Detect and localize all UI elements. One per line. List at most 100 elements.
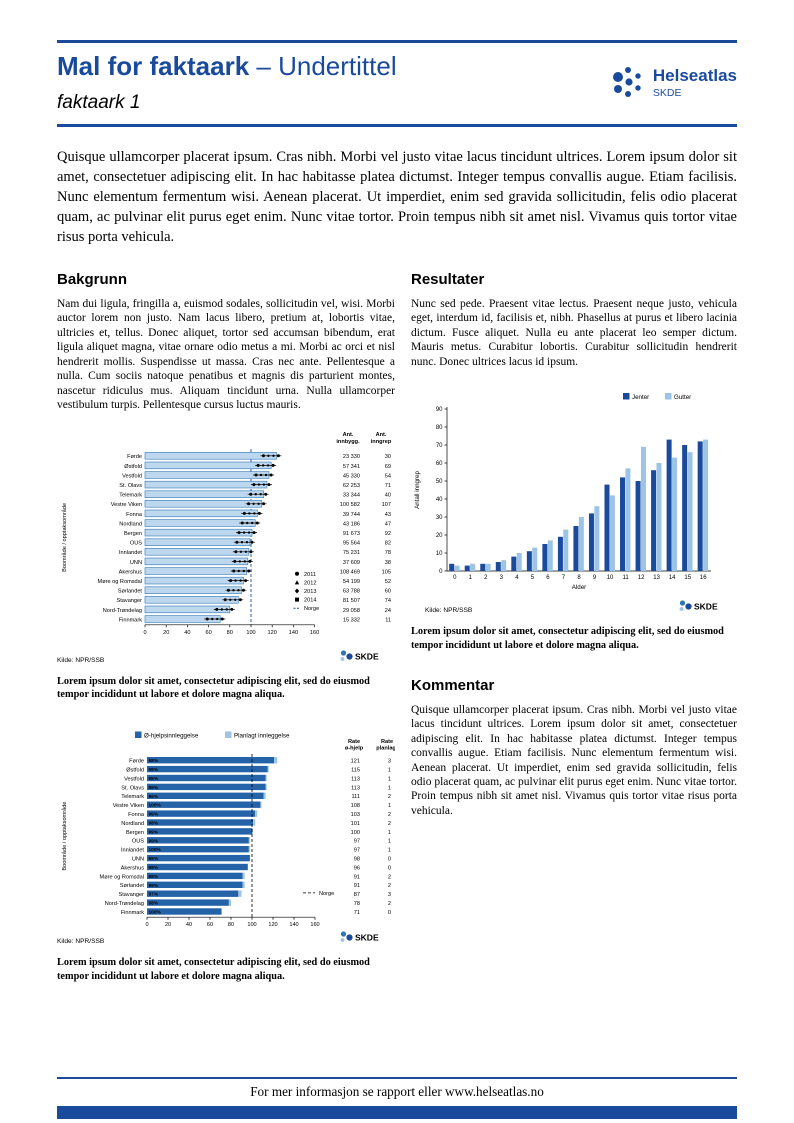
svg-text:40: 40 [436, 497, 443, 503]
section-heading-resultater: Resultater [411, 271, 485, 288]
svg-text:111: 111 [351, 794, 360, 800]
svg-text:13: 13 [653, 575, 660, 581]
svg-text:99%: 99% [149, 794, 159, 800]
svg-text:2: 2 [388, 812, 391, 818]
svg-text:40: 40 [385, 492, 391, 498]
svg-text:Vestfold: Vestfold [124, 776, 144, 782]
svg-text:Akershus: Akershus [121, 865, 145, 871]
svg-text:Planlagt innleggelse: Planlagt innleggelse [234, 733, 290, 740]
section-heading-kommentar: Kommentar [411, 676, 495, 694]
svg-text:5: 5 [531, 575, 535, 581]
svg-text:0: 0 [439, 569, 443, 575]
svg-text:70: 70 [436, 443, 443, 449]
svg-text:120: 120 [268, 630, 277, 636]
svg-text:98%: 98% [149, 758, 159, 764]
svg-text:39 744: 39 744 [343, 512, 360, 518]
svg-text:Finnmark: Finnmark [119, 617, 143, 623]
svg-text:Fonna: Fonna [128, 812, 145, 818]
logo-name: Helseatlas [652, 66, 737, 85]
page-title: Mal for faktaark – Undertittel [57, 51, 397, 82]
svg-text:99%: 99% [149, 883, 159, 889]
svg-text:90: 90 [436, 407, 443, 413]
svg-text:UNN: UNN [130, 560, 142, 566]
bakgrunn-paragraph: Nam dui ligula, fringilla a, euismod sod… [57, 298, 395, 412]
svg-text:99%: 99% [149, 776, 159, 782]
svg-text:Ant.: Ant. [376, 432, 387, 438]
svg-text:Østfold: Østfold [126, 768, 144, 774]
svg-text:Vestre Viken: Vestre Viken [111, 502, 142, 508]
svg-text:0: 0 [388, 910, 391, 916]
svg-text:Førde: Førde [127, 454, 142, 460]
svg-text:99%: 99% [149, 767, 159, 773]
svg-text:100 582: 100 582 [340, 502, 360, 508]
doc-label: faktaark 1 [57, 92, 141, 113]
svg-text:1: 1 [388, 768, 391, 774]
svg-text:97: 97 [354, 848, 360, 854]
svg-text:99%: 99% [149, 785, 159, 791]
svg-text:7: 7 [562, 575, 566, 581]
svg-text:Vestre Viken: Vestre Viken [113, 803, 144, 809]
svg-text:99%: 99% [149, 838, 159, 844]
svg-text:91: 91 [354, 883, 360, 889]
svg-text:Jenter: Jenter [632, 394, 649, 401]
header: Mal for faktaark – Undertittel faktaark … [57, 43, 737, 124]
svg-text:95 564: 95 564 [343, 540, 360, 546]
svg-text:52: 52 [385, 579, 391, 585]
svg-text:100%: 100% [149, 910, 162, 916]
svg-text:12: 12 [638, 575, 645, 581]
svg-text:97%: 97% [149, 892, 159, 898]
svg-text:81 507: 81 507 [343, 598, 360, 604]
svg-text:0: 0 [145, 922, 148, 928]
svg-text:Akershus: Akershus [119, 569, 143, 575]
svg-text:2: 2 [388, 901, 391, 907]
right-column: Resultater Nunc sed pede. Praesent vitae… [411, 271, 737, 983]
chart-admission-types: Ø-hjelpsinnleggelse Planlagt innleggelse R… [57, 728, 398, 951]
svg-text:1: 1 [388, 848, 391, 854]
svg-text:Rate: Rate [348, 739, 360, 745]
title-main: Mal for faktaark [57, 51, 250, 81]
svg-text:inngrep: inngrep [371, 439, 392, 445]
svg-text:30: 30 [436, 515, 443, 521]
title-subtitle: – Undertittel [256, 51, 397, 81]
svg-text:100: 100 [247, 922, 256, 928]
svg-text:60: 60 [436, 461, 443, 467]
svg-text:54 199: 54 199 [343, 579, 360, 585]
svg-text:SKDE: SKDE [694, 602, 718, 612]
svg-text:43: 43 [385, 512, 391, 518]
svg-text:63 788: 63 788 [343, 588, 360, 594]
svg-text:115: 115 [351, 768, 360, 774]
svg-text:98: 98 [354, 857, 360, 863]
svg-text:2011: 2011 [304, 572, 316, 578]
svg-text:2012: 2012 [304, 580, 316, 586]
svg-text:96: 96 [354, 865, 360, 871]
svg-text:91 673: 91 673 [343, 531, 360, 537]
svg-text:St. Olavs: St. Olavs [119, 483, 142, 489]
svg-text:0: 0 [388, 865, 391, 871]
footer-bar [57, 1106, 737, 1119]
svg-text:0: 0 [453, 575, 457, 581]
svg-text:SKDE: SKDE [355, 651, 379, 661]
svg-text:2: 2 [388, 821, 391, 827]
svg-text:1: 1 [388, 803, 391, 809]
title-block: Mal for faktaark – Undertittel faktaark … [57, 51, 397, 114]
svg-text:SKDE: SKDE [355, 933, 379, 943]
resultater-paragraph: Nunc sed pede. Praesent vitae lectus. Pr… [411, 298, 737, 368]
svg-text:80: 80 [436, 425, 443, 431]
svg-text:108 469: 108 469 [340, 569, 360, 575]
svg-text:Møre og Romsdal: Møre og Romsdal [100, 874, 144, 880]
svg-text:Boområde / opptaksområde: Boområde / opptaksområde [61, 802, 68, 871]
svg-text:Bergen: Bergen [126, 830, 144, 836]
svg-text:Telemark: Telemark [121, 794, 144, 800]
svg-text:0: 0 [388, 857, 391, 863]
figure-caption-3: Lorem ipsum dolor sit amet, consectetur … [411, 626, 724, 651]
svg-text:60: 60 [385, 588, 391, 594]
figure-caption-1: Lorem ipsum dolor sit amet, consectetur … [57, 675, 370, 701]
svg-text:98%: 98% [149, 821, 159, 827]
svg-text:30: 30 [385, 454, 391, 460]
svg-text:Antall inngrep: Antall inngrep [414, 471, 421, 509]
svg-text:3: 3 [388, 759, 391, 765]
svg-text:Innlandet: Innlandet [119, 550, 142, 556]
svg-text:71: 71 [385, 483, 391, 489]
svg-text:92: 92 [385, 531, 391, 537]
svg-text:2014: 2014 [304, 597, 316, 603]
